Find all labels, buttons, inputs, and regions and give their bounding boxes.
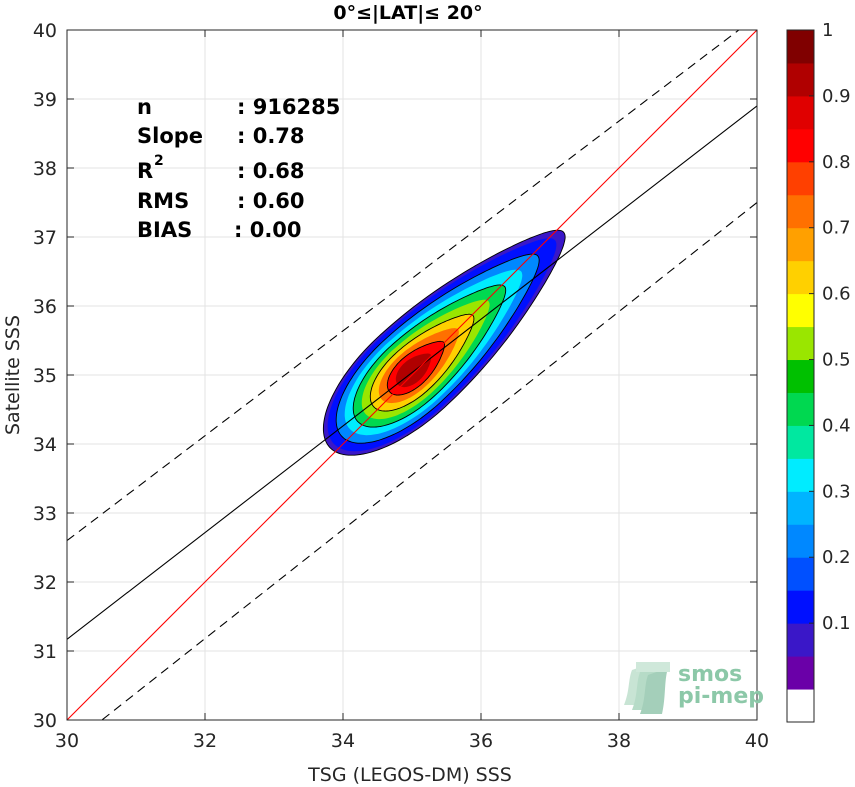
y-tick-label: 36 [33, 296, 57, 318]
colorbar-segment [787, 95, 814, 130]
lower-bound-line [101, 202, 757, 720]
x-tick-label: 32 [193, 730, 217, 752]
smos-pi-mep-logo: smos pi-mep [624, 662, 764, 714]
identity-line [67, 30, 757, 720]
colorbar-segment [787, 656, 814, 690]
x-tick-label: 34 [331, 730, 355, 752]
colorbar-tick-label: 0.5 [822, 350, 851, 371]
colorbar-segment [787, 458, 814, 492]
colorbar-segment [787, 557, 814, 591]
colorbar-segment [787, 30, 814, 64]
colorbar-ticks: 0.1 0.2 0.3 0.4 0.5 0.6 0.7 0.8 0.9 1 [809, 20, 851, 634]
stat-r2-sup: 2 [154, 153, 164, 169]
colorbar-segment [787, 425, 814, 459]
colorbar-segment [787, 359, 814, 393]
stat-r2-value: : 0.68 [237, 159, 305, 183]
x-tick-label: 30 [55, 730, 79, 752]
colorbar-tick-label: 0.9 [822, 86, 851, 107]
x-axis-ticks: 30 32 34 36 38 40 [55, 30, 769, 752]
colorbar-tick-label: 0.4 [822, 415, 851, 436]
colorbar-tick-label: 0.1 [822, 613, 851, 634]
stat-slope-value: : 0.78 [237, 124, 305, 148]
stat-n-value: : 916285 [237, 95, 340, 119]
y-tick-label: 30 [33, 710, 57, 732]
density-contour-0.05 [322, 229, 566, 456]
stat-rms-value: : 0.60 [237, 189, 305, 213]
colorbar-segment [787, 62, 814, 97]
colorbar [786, 29, 815, 723]
colorbar-segment [787, 161, 814, 196]
colorbar-frame [786, 29, 815, 723]
stat-slope-label: Slope [137, 124, 203, 148]
stat-bias-value: : 0.00 [234, 218, 302, 242]
y-tick-label: 32 [33, 572, 57, 594]
colorbar-segment [787, 227, 814, 262]
colorbar-tick-label: 0.3 [822, 481, 851, 502]
y-axis-ticks: 30 31 32 33 34 35 36 37 38 39 40 [33, 20, 757, 732]
y-tick-label: 34 [33, 434, 57, 456]
y-tick-label: 40 [33, 20, 57, 42]
x-tick-label: 38 [607, 730, 631, 752]
colorbar-segment [787, 590, 814, 624]
y-tick-label: 37 [33, 227, 57, 249]
colorbar-segment [787, 524, 814, 558]
density-contour-0.4 [352, 284, 507, 428]
x-tick-label: 36 [469, 730, 493, 752]
density-contour-0.2 [335, 253, 540, 444]
reference-lines [67, 30, 757, 720]
colorbar-segment [787, 392, 814, 426]
colorbar-segment [787, 491, 814, 525]
y-tick-label: 31 [33, 641, 57, 663]
colorbar-tick-label: 0.2 [822, 547, 851, 568]
logo-text-smos: smos [678, 662, 742, 687]
y-tick-label: 38 [33, 158, 57, 180]
colorbar-tick-label: 0.7 [822, 218, 851, 239]
stat-r2-label: R [137, 159, 153, 183]
density-contour-0.8 [386, 340, 445, 396]
colorbar-segment [787, 128, 814, 163]
colorbar-tick-label: 0.8 [822, 152, 851, 173]
colorbar-tick-label: 0.6 [822, 284, 851, 305]
logo-waves-icon [624, 662, 670, 714]
stat-rms-label: RMS [137, 189, 189, 213]
colorbar-segment [787, 194, 814, 229]
regression-line [67, 105, 757, 640]
y-tick-label: 35 [33, 365, 57, 387]
colorbar-segment [787, 623, 814, 657]
colorbar-segment [787, 293, 814, 328]
colorbar-segment [787, 689, 814, 723]
stat-n-label: n [137, 95, 152, 119]
grid [66, 29, 758, 721]
x-tick-label: 40 [745, 730, 769, 752]
density-contour-0.6 [369, 313, 475, 412]
y-tick-label: 39 [33, 89, 57, 111]
x-axis-label: TSG (LEGOS-DM) SSS [307, 764, 512, 786]
logo-text-pimep: pi-mep [678, 684, 764, 709]
y-tick-label: 33 [33, 503, 57, 525]
upper-bound-line [67, 30, 740, 542]
colorbar-segment [787, 326, 814, 361]
colorbar-segment [787, 260, 814, 295]
stat-bias-label: BIAS [137, 218, 192, 242]
chart-title: 0°≤|LAT|≤ 20° [333, 2, 482, 24]
stats-box: n : 916285 Slope : 0.78 R 2 : 0.68 RMS :… [137, 95, 340, 242]
y-axis-label: Satellite SSS [2, 315, 24, 435]
colorbar-tick-label: 1 [822, 20, 833, 41]
